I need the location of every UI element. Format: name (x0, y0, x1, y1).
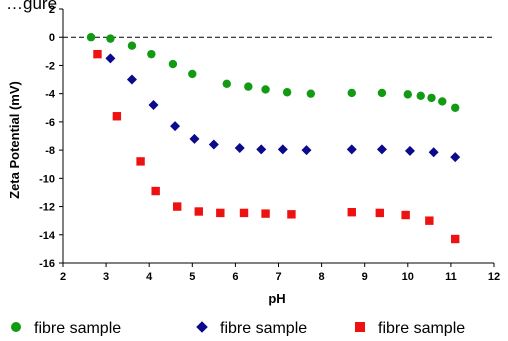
y-axis-title: Zeta Potential (mV) (7, 81, 22, 199)
data-point-diamond (301, 145, 312, 156)
data-point-square (112, 112, 122, 121)
x-tick-label: 2 (60, 271, 66, 283)
x-tick-label: 5 (189, 271, 195, 283)
x-tick-label: 10 (402, 271, 414, 283)
data-point-diamond (404, 145, 415, 156)
legend-marker-square (355, 322, 365, 332)
series-diamond (105, 53, 461, 163)
data-point-square (239, 208, 249, 218)
data-point-diamond (170, 121, 181, 132)
data-point-circle (306, 89, 316, 98)
y-tick-label: -2 (45, 60, 55, 72)
legend-item-square: fibre sample (355, 320, 465, 337)
data-point-circle (222, 79, 231, 88)
data-point-square (347, 208, 356, 217)
series-circle (86, 33, 460, 112)
data-point-circle (438, 97, 447, 106)
legend-marker-circle (11, 322, 21, 332)
data-point-square (425, 216, 434, 225)
data-point-circle (377, 88, 387, 98)
legend-item-diamond: fibre sample (196, 320, 307, 337)
legend-label: fibre sample (378, 320, 465, 336)
data-point-diamond (126, 74, 137, 85)
data-point-circle (127, 41, 137, 50)
data-point-circle (347, 88, 356, 98)
y-tick-label: -16 (39, 258, 55, 270)
data-point-diamond (148, 99, 159, 110)
data-point-circle (427, 93, 436, 103)
data-point-diamond (277, 144, 288, 155)
x-axis-title: pH (268, 291, 285, 306)
x-tick-label: 6 (232, 271, 238, 283)
data-point-diamond (256, 144, 267, 155)
x-tick-label: 7 (275, 271, 281, 283)
data-point-square (375, 208, 384, 218)
data-point-circle (86, 33, 96, 42)
data-point-square (216, 208, 225, 218)
data-point-circle (106, 34, 115, 43)
y-tick-label: 0 (49, 32, 55, 44)
data-point-circle (451, 103, 460, 112)
data-point-square (287, 210, 296, 219)
y-tick-label: 2 (49, 4, 55, 16)
y-tick-label: -4 (45, 89, 56, 101)
legend-item-circle: fibre sample (11, 320, 121, 337)
data-point-square (151, 186, 160, 196)
data-point-square (93, 49, 102, 59)
legend-label: fibre sample (220, 320, 307, 336)
x-tick-label: 12 (488, 271, 500, 283)
data-point-diamond (105, 53, 116, 64)
data-point-circle (188, 69, 197, 79)
data-point-diamond (346, 144, 357, 155)
data-point-diamond (376, 144, 387, 155)
y-tick-label: -8 (45, 145, 55, 157)
data-point-diamond (208, 139, 219, 150)
points-layer (86, 33, 461, 244)
y-tick-label: -10 (39, 173, 55, 185)
data-point-diamond (189, 133, 200, 144)
data-point-diamond (428, 147, 439, 158)
legend-label: fibre sample (34, 320, 121, 336)
data-point-square (173, 202, 182, 211)
data-point-circle (261, 85, 270, 94)
legend: fibre sample fibre sample fibre sample (11, 320, 465, 337)
y-tick-label: -12 (39, 202, 55, 214)
data-point-square (261, 209, 270, 218)
data-point-circle (282, 88, 292, 97)
legend-marker-diamond (196, 321, 208, 333)
y-tick-label: -6 (45, 117, 55, 129)
data-point-circle (416, 91, 425, 100)
data-point-diamond (234, 142, 245, 153)
x-tick-label: 9 (362, 271, 368, 283)
x-tick-label: 3 (103, 271, 109, 283)
series-square (93, 49, 460, 244)
y-tick-label: -14 (39, 230, 56, 242)
data-point-diamond (450, 152, 461, 163)
data-point-circle (147, 49, 156, 59)
x-tick-label: 8 (319, 271, 325, 283)
data-point-square (136, 157, 145, 166)
axes-layer: 2 0 -2 -4 -6 -8 -10 -12 -14 -16 2 3 4 5 6 7 8 9 10 11 12 (39, 4, 500, 283)
title-fragment: …gure (6, 0, 57, 13)
data-point-circle (403, 90, 412, 99)
x-tick-label: 11 (445, 271, 457, 283)
data-point-square (401, 210, 410, 220)
data-point-circle (244, 82, 253, 91)
x-tick-label: 4 (146, 271, 153, 283)
data-point-square (194, 207, 203, 216)
data-point-square (451, 234, 460, 244)
data-point-circle (168, 59, 178, 69)
